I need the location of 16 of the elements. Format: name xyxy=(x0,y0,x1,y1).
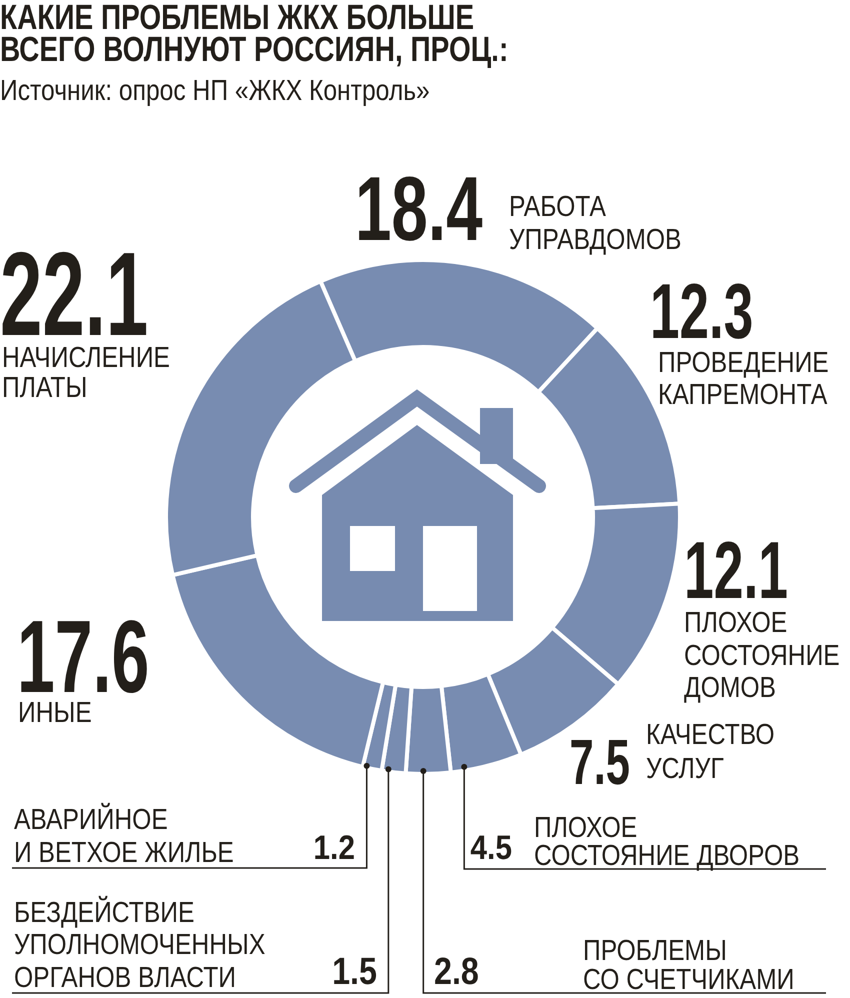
data-label: 2.8 xyxy=(434,950,479,993)
data-label: 1.2 xyxy=(313,828,355,866)
data-label: 18.4 xyxy=(355,157,483,260)
slice-label: ПРОБЛЕМЫ СО СЧЕТЧИКАМИ xyxy=(583,934,794,996)
chart-title: КАКИЕ ПРОБЛЕМЫ ЖКХ БОЛЬШЕ ВСЕГО ВОЛНУЮТ РОССИЯН, ПРОЦ.: xyxy=(0,0,508,69)
slice-label: БЕЗДЕЙСТВИЕ УПОЛНОМОЧЕННЫХ ОРГАНОВ ВЛАСТИ xyxy=(14,895,266,994)
text: Источник: опрос НП «ЖКХ Контроль» xyxy=(0,74,430,106)
slice-label: АВАРИЙНОЕ И ВЕТХОЕ ЖИЛЬЕ xyxy=(14,802,234,868)
slice-label: ПЛОХОЕ СОСТОЯНИЕ ДВОРОВ xyxy=(534,811,800,872)
data-label: 7.5 xyxy=(570,726,630,798)
slice-label: НАЧИСЛЕНИЕ ПЛАТЫ xyxy=(2,341,170,404)
slice-label: КАЧЕСТВО УСЛУГ xyxy=(646,718,775,784)
data-label: 4.5 xyxy=(470,828,512,866)
data-label: 1.5 xyxy=(332,950,377,993)
slice-label: РАБОТА УПРАВДОМОВ xyxy=(509,190,682,256)
slice-label: ИНЫЕ xyxy=(18,696,92,728)
